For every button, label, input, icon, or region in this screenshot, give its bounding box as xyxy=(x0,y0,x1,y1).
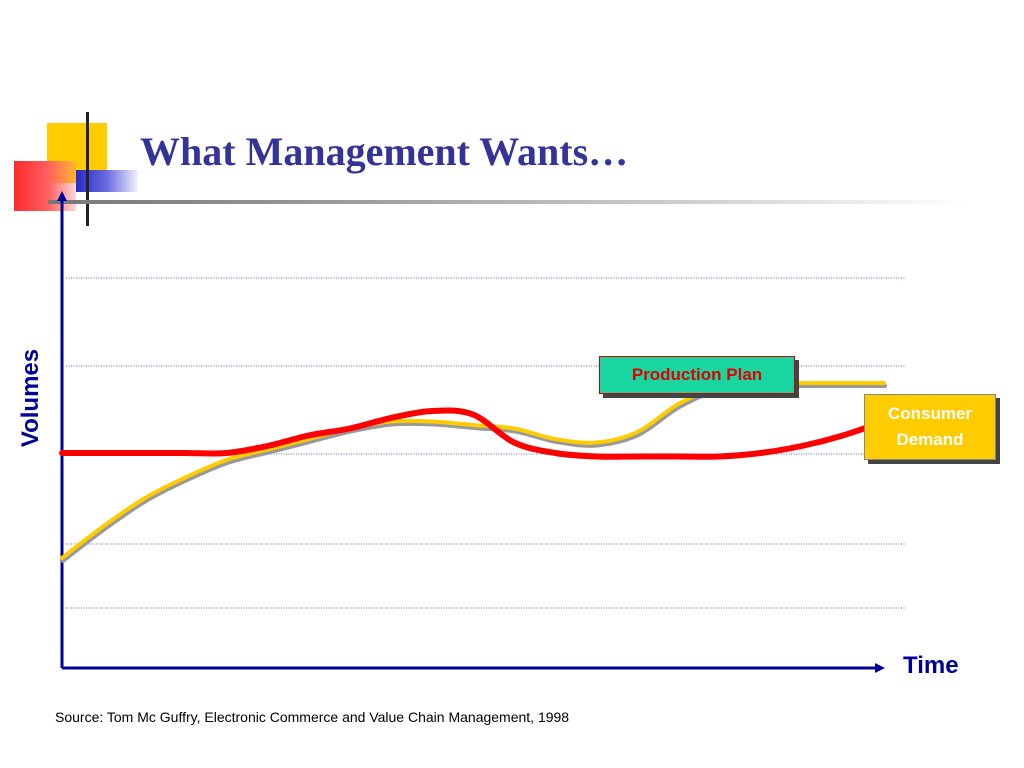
slide-title: What Management Wants… xyxy=(140,129,629,174)
source-note: Source: Tom Mc Guffry, Electronic Commer… xyxy=(55,709,570,725)
consumer-demand-callout: Consumer Demand xyxy=(864,394,1000,464)
consumer-demand-label: Consumer Demand xyxy=(864,394,996,460)
gridlines xyxy=(66,277,906,609)
logo-vertical-rule xyxy=(86,112,89,226)
production-plan-callout: Production Plan xyxy=(599,356,799,398)
series-lines xyxy=(59,380,887,563)
y-axis-label: Volumes xyxy=(17,348,44,448)
consumer-demand-line xyxy=(60,380,886,560)
production-plan-label: Production Plan xyxy=(599,356,795,394)
logo-blue-bar xyxy=(76,170,138,192)
production-plan-line xyxy=(59,407,887,460)
title-underline xyxy=(48,200,968,204)
x-axis-label: Time xyxy=(903,652,959,679)
